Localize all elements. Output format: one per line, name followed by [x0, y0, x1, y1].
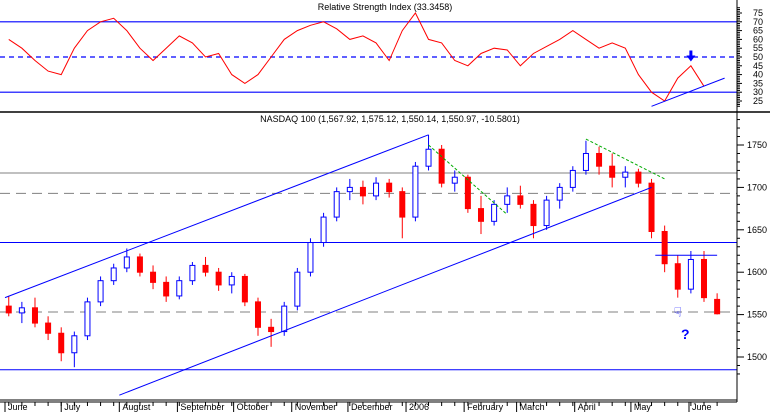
candle-body [477, 208, 484, 222]
month-label: August [122, 402, 151, 412]
candle-body [58, 332, 65, 354]
candle-body [136, 256, 143, 273]
candle-body [176, 280, 183, 297]
candle-body [451, 176, 458, 184]
month-label: December [351, 402, 393, 412]
candle-body [687, 258, 694, 290]
rsi-tick-label: 70 [753, 17, 763, 27]
trendline [428, 144, 508, 215]
candle-body [346, 186, 353, 193]
arrow-down-icon [686, 50, 696, 62]
trendline [119, 186, 652, 396]
candle-body [189, 264, 196, 282]
candle-body [438, 148, 445, 184]
candle-body [373, 182, 380, 197]
price-tick-label: 1600 [747, 267, 767, 277]
rsi-tick-label: 60 [753, 34, 763, 44]
candle-body [609, 165, 616, 178]
rsi-panel [0, 12, 737, 107]
candle-body [596, 152, 603, 167]
price-tick-label: 1500 [747, 352, 767, 362]
candle-body [425, 148, 432, 167]
candle-body [294, 271, 301, 307]
candle-body [320, 216, 327, 244]
trendline [4, 134, 429, 299]
price-tick-label: 1650 [747, 225, 767, 235]
rsi-tick-label: 25 [753, 96, 763, 106]
candle-body [307, 242, 314, 273]
candle-body [714, 298, 721, 315]
price-panel: ☟? [0, 134, 737, 396]
rsi-line [8, 12, 705, 102]
month-label: March [520, 402, 545, 412]
rsi-tick-label: 30 [753, 87, 763, 97]
candle-body [359, 186, 366, 197]
month-label: May [634, 402, 652, 412]
price-tick-label: 1700 [747, 182, 767, 192]
price-tick-label: 1750 [747, 140, 767, 150]
rsi-tick-label: 40 [753, 70, 763, 80]
candle-body [71, 335, 78, 354]
candle-body [281, 305, 288, 333]
candle-body [661, 230, 668, 265]
candle-body [464, 176, 471, 210]
pointing-hand-icon: ☟ [674, 304, 682, 319]
month-label: February [467, 402, 504, 412]
price-tick-label: 1550 [747, 310, 767, 320]
rsi-tick-label: 55 [753, 43, 763, 53]
month-label: April [578, 402, 596, 412]
month-label: September [180, 402, 224, 412]
candle-body [31, 307, 38, 324]
candle-body [254, 301, 261, 328]
candle-body [228, 275, 235, 286]
candle-body [84, 301, 91, 337]
candle-body [412, 165, 419, 218]
candle-body [517, 195, 524, 205]
rsi-trendline [651, 77, 725, 107]
candle-body [97, 280, 104, 303]
candle-body [163, 281, 170, 297]
candle-body [123, 256, 130, 269]
candle-body [386, 182, 393, 193]
candle-body [530, 203, 537, 227]
candle-body [582, 152, 589, 171]
month-label: July [64, 402, 81, 412]
candle-body [622, 171, 629, 178]
candle-body [5, 305, 12, 314]
candle-body [674, 263, 681, 290]
candle-body [18, 307, 25, 314]
candle-body [399, 191, 406, 218]
month-label: June [692, 402, 712, 412]
month-label: November [295, 402, 337, 412]
rsi-tick-label: 35 [753, 78, 763, 88]
annotation-label: ? [681, 326, 690, 342]
rsi-title: Relative Strength Index (33.3458) [318, 2, 453, 12]
candle-body [268, 326, 275, 333]
rsi-tick-label: 50 [753, 52, 763, 62]
rsi-tick-label: 45 [753, 61, 763, 71]
month-label: 2006 [409, 402, 429, 412]
month-label: June [8, 402, 28, 412]
price-title: NASDAQ 100 (1,567.92, 1,575.12, 1,550.14… [260, 114, 520, 124]
candle-body [110, 267, 117, 282]
candle-body [701, 258, 708, 299]
candle-body [504, 195, 511, 205]
candle-body [635, 171, 642, 184]
candle-body [45, 322, 52, 334]
candle-body [569, 169, 576, 188]
candle-body [648, 182, 655, 232]
rsi-tick-label: 65 [753, 26, 763, 36]
rsi-tick-label: 75 [753, 8, 763, 18]
candle-body [150, 271, 157, 283]
candle-body [241, 275, 248, 303]
candle-body [333, 191, 340, 218]
candle-body [491, 203, 498, 222]
candle-body [215, 271, 222, 286]
candle-body [556, 186, 563, 201]
month-label: October [237, 402, 269, 412]
candle-body [202, 264, 209, 273]
candle-body [543, 199, 550, 227]
